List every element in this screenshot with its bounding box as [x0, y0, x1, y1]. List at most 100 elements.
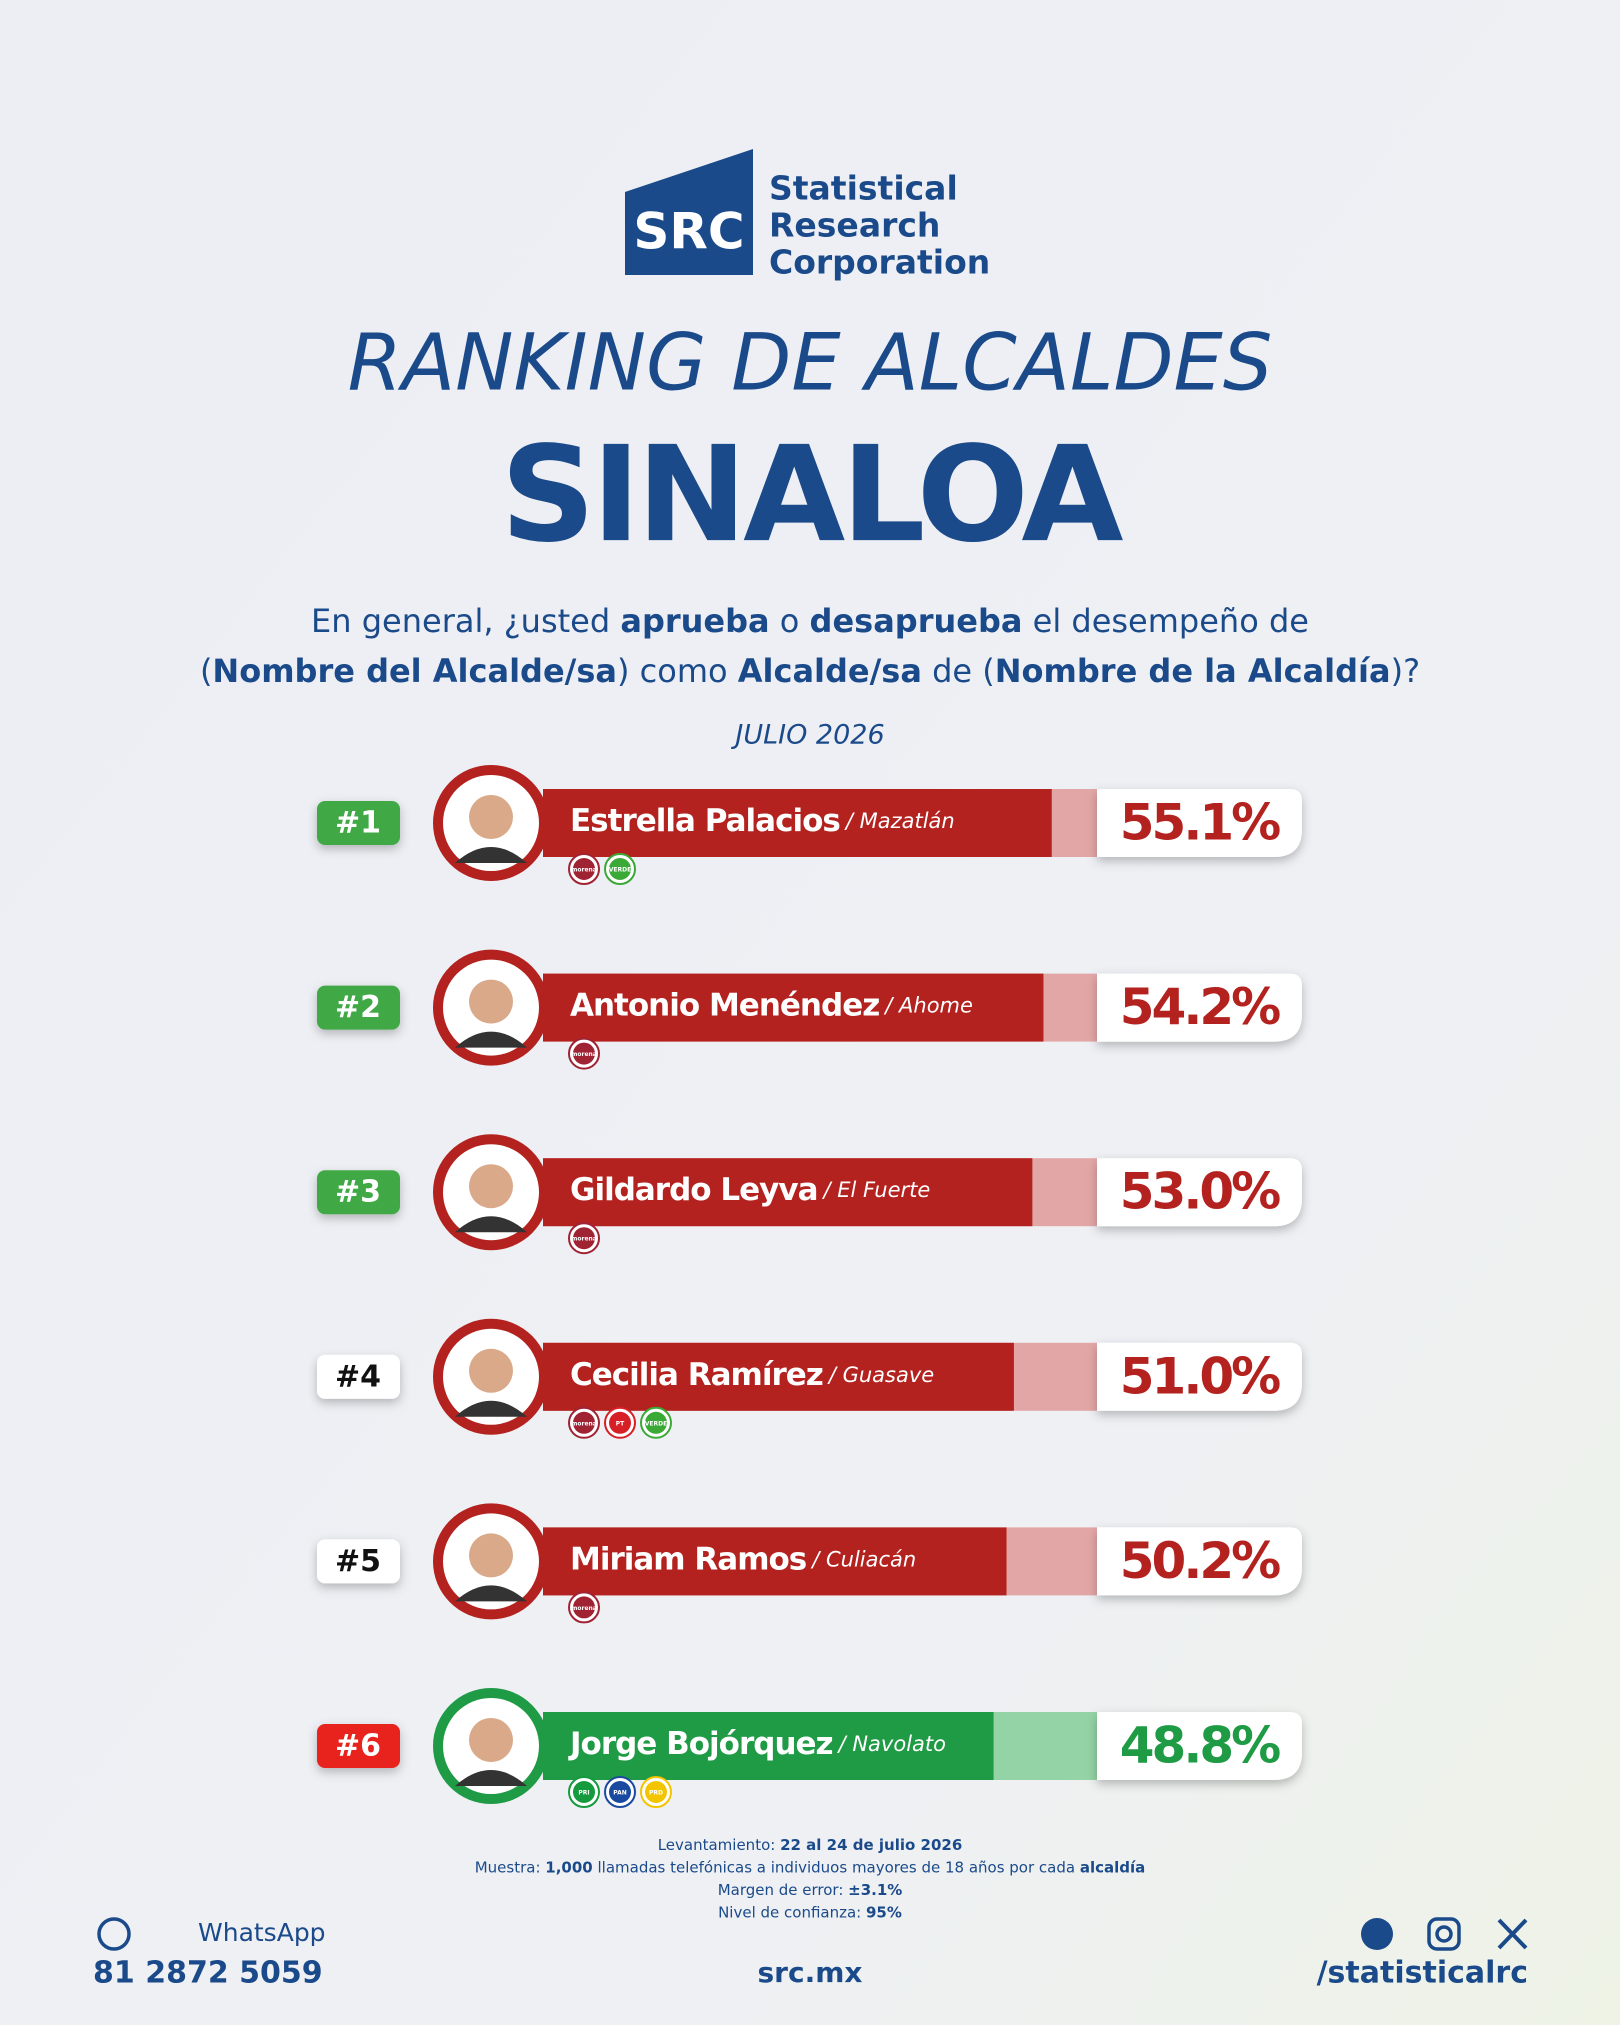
- candidate-place: / El Fuerte: [822, 1178, 931, 1202]
- value-label: 48.8%: [1120, 1717, 1280, 1775]
- photo-body: [455, 1770, 527, 1786]
- site: src.mx: [758, 1956, 863, 1989]
- party-label: VERDE: [645, 1420, 667, 1427]
- footnote: Levantamiento: 22 al 24 de julio 2026: [658, 1836, 963, 1854]
- photo-face: [469, 979, 513, 1024]
- rank-label: #3: [335, 1175, 381, 1210]
- bar: [543, 789, 1052, 857]
- candidate: Gildardo Leyva / El Fuerte: [570, 1172, 930, 1208]
- instagram-icon-lens: [1435, 1925, 1453, 1943]
- text-segment: aprueba: [620, 602, 769, 640]
- x-icon[interactable]: [1497, 1918, 1528, 1950]
- text-segment: Alcalde/sa: [738, 652, 922, 690]
- text-segment: Nombre de la Alcaldía: [995, 652, 1391, 690]
- footnote: Margen de error: ±3.1%: [718, 1881, 903, 1899]
- footnote: Nivel de confianza: 95%: [718, 1903, 902, 1921]
- text-segment: 1,000: [545, 1858, 592, 1876]
- candidate: Cecilia Ramírez / Guasave: [570, 1356, 934, 1392]
- question-line: (Nombre del Alcalde/sa) como Alcalde/sa …: [200, 652, 1420, 690]
- bar: [543, 1527, 1007, 1596]
- bar: [543, 1342, 1014, 1411]
- text-segment: Levantamiento:: [658, 1836, 780, 1854]
- value-label: 51.0%: [1120, 1347, 1280, 1405]
- rank-label: #1: [335, 806, 381, 841]
- candidate: Jorge Bojórquez / Navolato: [568, 1726, 946, 1762]
- party-logo-fill: [573, 1596, 595, 1619]
- photo-face: [469, 1348, 513, 1393]
- rank-label: #6: [335, 1729, 381, 1764]
- brand-line: Statistical: [769, 169, 958, 208]
- instagram-icon[interactable]: [1427, 1917, 1461, 1951]
- title: RANKING DE ALCALDES: [348, 318, 1273, 408]
- text-segment: 22 al 24 de julio 2026: [780, 1836, 962, 1854]
- photo-body: [455, 1216, 527, 1233]
- candidate-place: / Mazatlán: [844, 809, 955, 833]
- party-label: morena: [571, 1236, 597, 1243]
- rank-badge: [317, 1170, 400, 1215]
- candidate-place: / Ahome: [883, 994, 973, 1018]
- whatsapp-label: WhatsApp: [198, 1918, 326, 1947]
- rank-badge: [317, 985, 400, 1030]
- text-segment: ±3.1%: [848, 1881, 902, 1899]
- candidate-name: Estrella Palacios: [570, 803, 840, 839]
- candidate-place: / Culiacán: [810, 1547, 916, 1571]
- candidate: Antonio Menéndez / Ahome: [570, 987, 973, 1023]
- party-label: morena: [571, 1420, 597, 1427]
- footnote: Muestra: 1,000 llamadas telefónicas a in…: [475, 1858, 1146, 1876]
- party-label: VERDE: [609, 867, 631, 874]
- candidate-place: / Guasave: [827, 1363, 934, 1387]
- bar: [543, 1158, 1033, 1227]
- value-box: [1097, 1158, 1302, 1227]
- question-line: En general, ¿usted aprueba o desaprueba …: [311, 602, 1309, 640]
- subtitle: SINALOA: [500, 418, 1123, 572]
- rank-label: #2: [335, 990, 381, 1025]
- text-segment: el desempeño de: [1022, 602, 1308, 640]
- value-box: [1097, 1342, 1302, 1411]
- value-box: [1097, 789, 1302, 857]
- photo-face: [469, 795, 513, 839]
- party-label: morena: [571, 867, 597, 874]
- party-logo-fill: [609, 1411, 631, 1434]
- bar: [543, 1712, 994, 1780]
- text-segment: 95%: [866, 1903, 902, 1921]
- candidate: Estrella Palacios / Mazatlán: [570, 803, 955, 839]
- value-label: 53.0%: [1120, 1163, 1280, 1221]
- text-segment: Nombre del Alcalde/sa: [212, 652, 617, 690]
- whatsapp-icon: [97, 1917, 131, 1951]
- party-logo-fill: [573, 1042, 595, 1065]
- party-logo-fill: [645, 1411, 667, 1434]
- candidate-name: Antonio Menéndez: [570, 987, 879, 1023]
- text-segment: o: [770, 602, 810, 640]
- handle: /statisticalrc: [1317, 1956, 1528, 1991]
- text-segment: )?: [1391, 652, 1420, 690]
- candidate-name: Gildardo Leyva: [570, 1172, 818, 1208]
- value-box: [1097, 973, 1302, 1042]
- party-label: morena: [571, 1051, 597, 1058]
- rank-badge: [317, 1724, 400, 1768]
- text-segment: ) como: [617, 652, 738, 690]
- party-logo-fill: [645, 1781, 667, 1803]
- facebook-icon[interactable]: [1361, 1918, 1393, 1950]
- photo-face: [469, 1533, 513, 1578]
- party-logo-fill: [573, 1227, 595, 1250]
- brand-line: Corporation: [769, 243, 990, 282]
- photo-body: [455, 1031, 527, 1048]
- party-label: PRD: [649, 1790, 663, 1797]
- party-logo-fill: [573, 858, 595, 880]
- text-segment: de (: [922, 652, 995, 690]
- logo-mark: [625, 149, 753, 275]
- text-segment: alcaldía: [1080, 1858, 1145, 1876]
- party-label: PRI: [578, 1790, 589, 1797]
- party-label: PAN: [613, 1790, 627, 1797]
- photo-face: [469, 1718, 513, 1762]
- candidate-name: Jorge Bojórquez: [568, 1726, 833, 1762]
- photo-body: [455, 847, 527, 863]
- party-logo-fill: [573, 1781, 595, 1803]
- party-logo-fill: [573, 1411, 595, 1434]
- party-label: morena: [571, 1605, 597, 1612]
- candidate-name: Cecilia Ramírez: [570, 1356, 823, 1392]
- text-segment: (: [200, 652, 212, 690]
- photo-face: [469, 1164, 513, 1209]
- candidate-place: / Navolato: [837, 1732, 946, 1756]
- rank-badge: [317, 1539, 400, 1584]
